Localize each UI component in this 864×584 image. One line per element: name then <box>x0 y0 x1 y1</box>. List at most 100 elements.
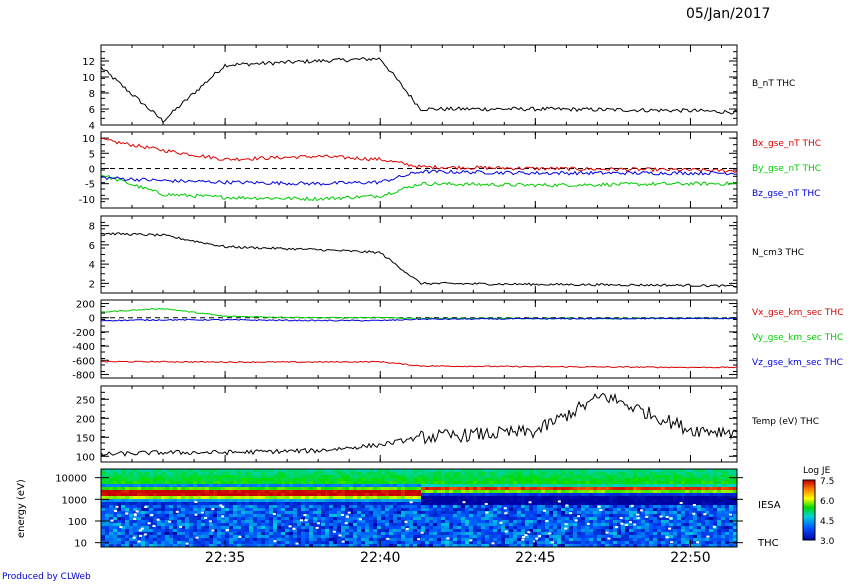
heatmap-cell <box>473 505 477 508</box>
heatmap-cell <box>493 517 497 520</box>
heatmap-cell <box>529 469 533 472</box>
heatmap-cell <box>721 508 725 511</box>
heatmap-cell <box>145 517 149 520</box>
heatmap-cell <box>265 505 269 508</box>
heatmap-cell <box>721 502 725 505</box>
heatmap-cell <box>229 496 233 499</box>
heatmap-cell <box>313 469 317 472</box>
heatmap-cell <box>689 496 693 499</box>
heatmap-cell <box>413 517 417 520</box>
heatmap-cell <box>637 478 641 481</box>
heatmap-cell <box>377 517 381 520</box>
heatmap-cell <box>585 532 589 535</box>
heatmap-cell <box>433 475 437 478</box>
heatmap-cell <box>409 508 413 511</box>
heatmap-cell <box>329 469 333 472</box>
heatmap-cell <box>433 514 437 517</box>
heatmap-cell <box>149 529 153 532</box>
heatmap-cell <box>425 469 429 472</box>
heatmap-cell <box>153 502 157 505</box>
heatmap-cell <box>477 523 481 526</box>
heatmap-cell <box>333 514 337 517</box>
panel-frame <box>100 385 738 463</box>
series-label: B_nT THC <box>752 79 795 89</box>
heatmap-cell <box>705 496 709 499</box>
heatmap-cell <box>365 529 369 532</box>
heatmap-cell <box>577 541 581 544</box>
heatmap-cell <box>705 529 709 532</box>
heatmap-cell <box>509 478 513 481</box>
heatmap-cell <box>733 496 737 499</box>
heatmap-cell <box>625 541 629 544</box>
heatmap-cell <box>645 478 649 481</box>
heatmap-cell <box>229 523 233 526</box>
heatmap-cell <box>465 514 469 517</box>
heatmap-cell <box>245 472 249 475</box>
heatmap-cell <box>441 529 445 532</box>
heatmap-cell <box>461 475 465 478</box>
heatmap-cell <box>157 496 161 499</box>
heatmap-cell <box>661 469 665 472</box>
heatmap-cell <box>165 499 169 502</box>
heatmap-cell <box>293 514 297 517</box>
heatmap-cell <box>565 484 569 487</box>
heatmap-cell <box>161 475 165 478</box>
heatmap-cell <box>597 526 601 529</box>
heatmap-cell <box>225 502 229 505</box>
heatmap-cell <box>637 541 641 544</box>
heatmap-cell <box>545 529 549 532</box>
heatmap-cell <box>661 493 665 496</box>
heatmap-cell <box>529 490 533 493</box>
heatmap-cell <box>241 499 245 502</box>
heatmap-cell <box>109 544 113 547</box>
heatmap-cell <box>401 517 405 520</box>
heatmap-cell <box>141 490 145 493</box>
heatmap-cell <box>441 520 445 523</box>
heatmap-cell <box>489 520 493 523</box>
heatmap-cell <box>593 490 597 493</box>
heatmap-cell <box>597 532 601 535</box>
heatmap-cell <box>429 472 433 475</box>
heatmap-cell <box>701 511 705 514</box>
heatmap-cell <box>585 520 589 523</box>
heatmap-cell <box>369 490 373 493</box>
colorbar-slice <box>803 533 815 535</box>
heatmap-cell <box>685 514 689 517</box>
heatmap-cell <box>193 517 197 520</box>
heatmap-cell <box>133 544 137 547</box>
heatmap-cell <box>621 496 625 499</box>
heatmap-cell <box>153 526 157 529</box>
heatmap-cell <box>397 526 401 529</box>
heatmap-cell <box>549 481 553 484</box>
heatmap-cell <box>597 538 601 541</box>
heatmap-cell <box>137 487 141 490</box>
heatmap-cell <box>581 508 585 511</box>
heatmap-cell <box>497 469 501 472</box>
heatmap-cell <box>205 469 209 472</box>
heatmap-cell <box>437 490 441 493</box>
heatmap-cell <box>165 523 169 526</box>
heatmap-cell <box>293 481 297 484</box>
heatmap-cell <box>117 538 121 541</box>
heatmap-cell <box>497 487 501 490</box>
heatmap-cell <box>353 526 357 529</box>
heatmap-cell <box>525 535 529 538</box>
heatmap-cell <box>525 517 529 520</box>
heatmap-cell <box>185 481 189 484</box>
heatmap-cell <box>353 538 357 541</box>
heatmap-cell <box>317 478 321 481</box>
heatmap-cell <box>597 499 601 502</box>
heatmap-cell <box>641 505 645 508</box>
heatmap-cell <box>361 523 365 526</box>
heatmap-cell <box>681 538 685 541</box>
heatmap-cell <box>149 475 153 478</box>
heatmap-cell <box>253 517 257 520</box>
heatmap-cell <box>665 532 669 535</box>
heatmap-cell <box>257 493 261 496</box>
heatmap-cell <box>177 517 181 520</box>
heatmap-cell <box>657 511 661 514</box>
heatmap-cell <box>597 478 601 481</box>
heatmap-cell <box>613 535 617 538</box>
heatmap-cell <box>441 526 445 529</box>
heatmap-cell <box>113 502 117 505</box>
